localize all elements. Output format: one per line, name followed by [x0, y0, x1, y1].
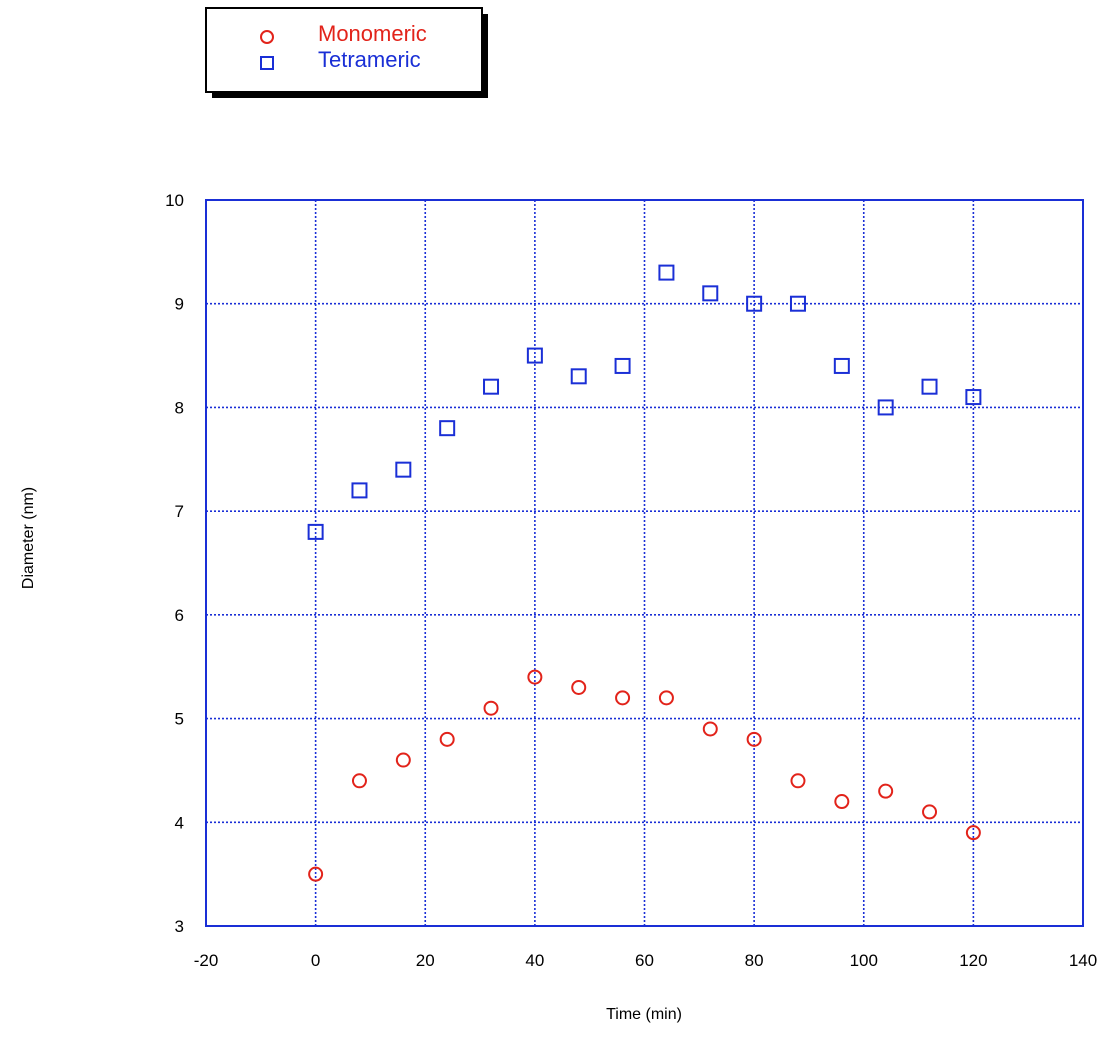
- data-point-tetrameric: [307, 523, 324, 540]
- data-point-monomeric: [395, 752, 411, 768]
- data-point-monomeric: [439, 731, 455, 747]
- data-point-monomeric: [483, 700, 499, 716]
- x-tick-label: 120: [959, 951, 987, 970]
- x-tick-label: 40: [525, 951, 544, 970]
- y-tick-label: 7: [175, 502, 184, 521]
- legend: Monomeric Tetrameric: [205, 7, 488, 98]
- y-tick-label: 4: [175, 813, 184, 832]
- grid-lines: [206, 200, 1083, 926]
- data-point-monomeric: [790, 773, 806, 789]
- data-point-tetrameric: [833, 357, 850, 374]
- data-point-tetrameric: [746, 295, 763, 312]
- data-point-monomeric: [746, 731, 762, 747]
- data-point-monomeric: [308, 866, 324, 882]
- data-point-monomeric: [878, 783, 894, 799]
- x-tick-label: 0: [311, 951, 320, 970]
- y-axis-title: Diameter (nm): [20, 487, 37, 589]
- y-tick-label: 9: [175, 295, 184, 314]
- y-tick-label: 10: [165, 191, 184, 210]
- plot-area: -20 0 20 40 60 80 100 120 140 3 4 5 6 7 8 9 10: [165, 191, 1097, 970]
- y-tick-label: 6: [175, 606, 184, 625]
- x-tick-label: 140: [1069, 951, 1097, 970]
- data-point-tetrameric: [789, 295, 806, 312]
- x-tick-label: -20: [194, 951, 219, 970]
- x-tick-label: 80: [745, 951, 764, 970]
- data-point-tetrameric: [877, 399, 894, 416]
- x-tick-labels: -20 0 20 40 60 80 100 120 140: [194, 951, 1097, 970]
- legend-label-tetrameric: Tetrameric: [318, 47, 421, 72]
- x-tick-label: 100: [850, 951, 878, 970]
- data-point-tetrameric: [351, 482, 368, 499]
- data-point-tetrameric: [614, 357, 631, 374]
- data-point-monomeric: [571, 679, 587, 695]
- series-tetrameric: [307, 264, 982, 540]
- data-point-monomeric: [965, 825, 981, 841]
- data-point-monomeric: [702, 721, 718, 737]
- legend-box: [205, 7, 483, 93]
- legend-label-monomeric: Monomeric: [318, 21, 427, 46]
- series-monomeric: [308, 669, 981, 882]
- data-point-monomeric: [922, 804, 938, 820]
- data-point-monomeric: [527, 669, 543, 685]
- y-tick-label: 5: [175, 710, 184, 729]
- data-point-tetrameric: [395, 461, 412, 478]
- data-point-tetrameric: [658, 264, 675, 281]
- data-point-tetrameric: [526, 347, 543, 364]
- data-point-tetrameric: [483, 378, 500, 395]
- data-point-monomeric: [615, 690, 631, 706]
- data-point-monomeric: [834, 794, 850, 810]
- y-tick-labels: 3 4 5 6 7 8 9 10: [165, 191, 184, 936]
- data-point-monomeric: [658, 690, 674, 706]
- data-point-tetrameric: [702, 285, 719, 302]
- data-point-tetrameric: [965, 389, 982, 406]
- y-tick-label: 8: [175, 398, 184, 417]
- data-point-tetrameric: [921, 378, 938, 395]
- x-axis-title: Time (min): [606, 1006, 682, 1023]
- y-tick-label: 3: [175, 917, 184, 936]
- legend-marker-monomeric: [260, 30, 274, 44]
- x-tick-label: 20: [416, 951, 435, 970]
- data-point-tetrameric: [570, 368, 587, 385]
- data-point-monomeric: [351, 773, 367, 789]
- data-point-tetrameric: [439, 420, 456, 437]
- legend-marker-tetrameric: [260, 56, 274, 70]
- x-tick-label: 60: [635, 951, 654, 970]
